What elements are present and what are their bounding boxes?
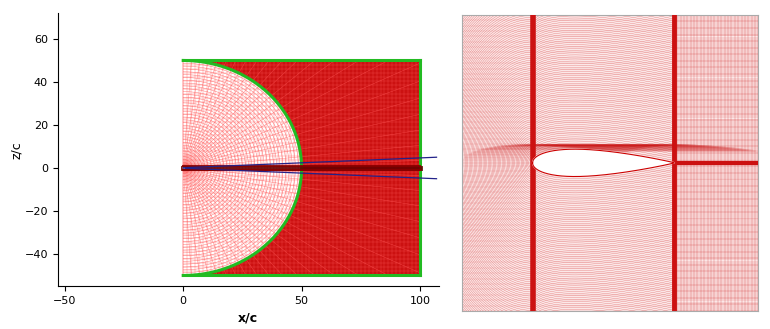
Polygon shape (183, 61, 420, 275)
X-axis label: x/c: x/c (238, 312, 259, 324)
Polygon shape (462, 15, 758, 311)
Y-axis label: z/c: z/c (10, 141, 23, 159)
Polygon shape (533, 149, 674, 177)
